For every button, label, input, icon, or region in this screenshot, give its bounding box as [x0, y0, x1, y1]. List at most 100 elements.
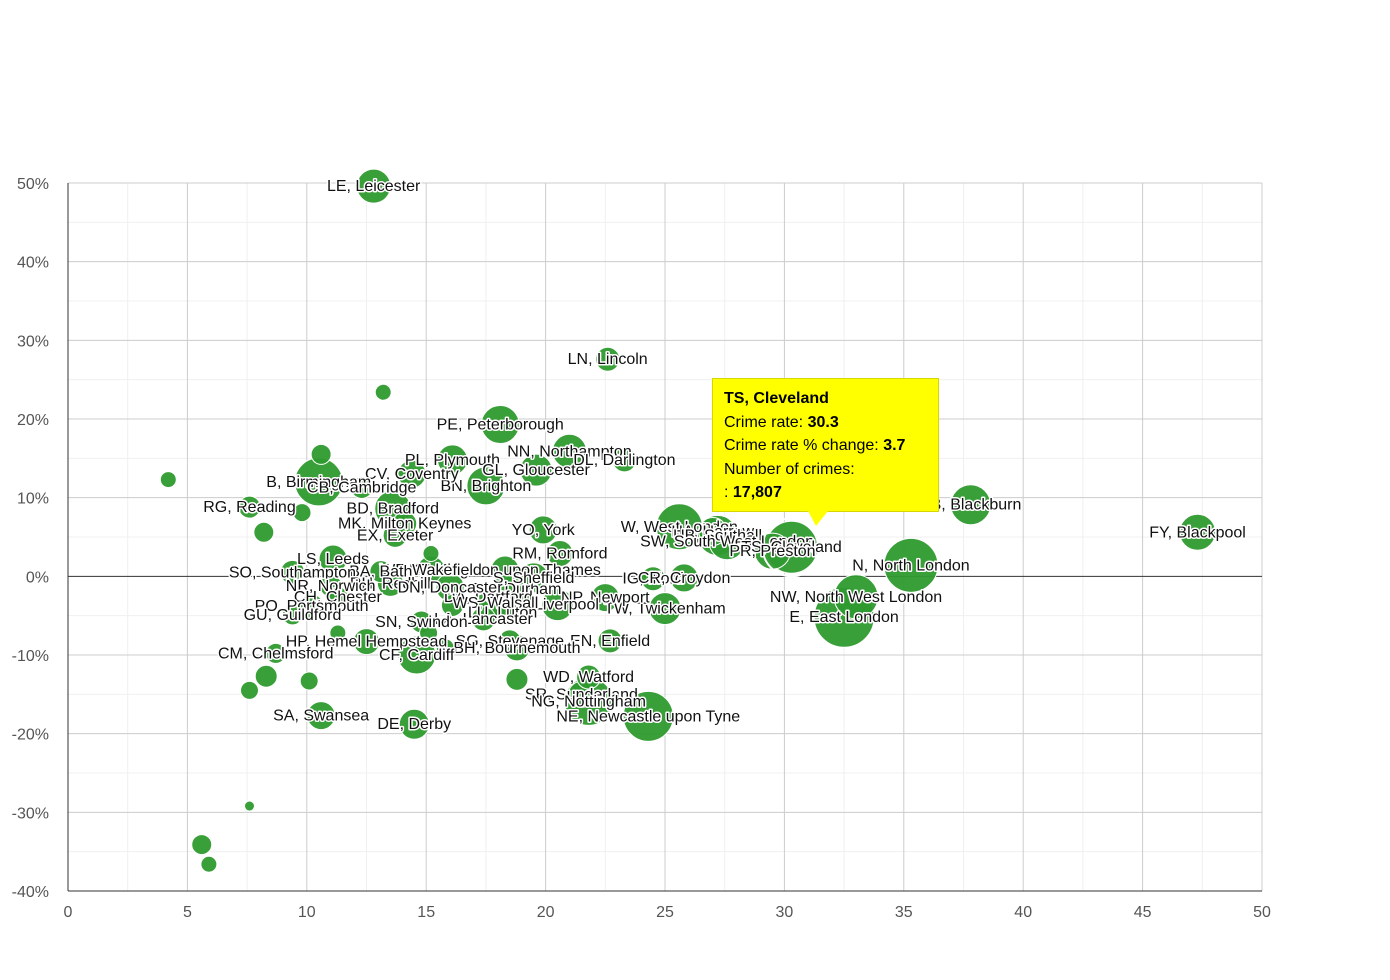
x-tick-label: 25: [656, 904, 674, 921]
bubble: [200, 855, 218, 873]
bubble: [541, 588, 575, 622]
bubble-label: N, North London: [852, 557, 969, 574]
bubble: [435, 638, 455, 658]
bubble: [398, 708, 430, 740]
bubble-label: LA, Lancaster: [434, 611, 533, 628]
bubble-label: PL, Plymouth: [405, 452, 500, 469]
bubble: [611, 447, 637, 473]
bubble-label: RH, Redhill: [350, 575, 431, 592]
bubble-label: TS, Cleveland: [741, 539, 842, 556]
bubble-label: LN, Lincoln: [568, 351, 648, 368]
bubble-label: CH, Chester: [294, 589, 383, 606]
bubble: [576, 664, 602, 690]
bubble-label: CV, Coventry: [365, 466, 459, 483]
axes: 0 5 10 15 20 25 30 35 40 45 50 50% 40% 30% 20% 10% 0% -10…: [12, 176, 1271, 921]
bubble-label: NW, North West London: [770, 589, 942, 606]
x-tick-label: 0: [64, 904, 73, 921]
bubble: [440, 593, 464, 617]
tooltip-rate-label: Crime rate:: [724, 413, 804, 431]
bubble: [480, 405, 520, 445]
x-tick-label: 20: [537, 904, 555, 921]
tooltip-title: TS, Cleveland: [724, 390, 829, 407]
bubble: [490, 555, 520, 585]
bubble-label: FY, Blackpool: [1149, 524, 1246, 541]
bubble: [318, 544, 348, 574]
bubble-label: DL, Darlington: [573, 452, 675, 469]
y-tick-label: 30%: [17, 333, 49, 350]
bubble: [883, 537, 939, 593]
y-tick-label: 20%: [17, 412, 49, 429]
bubble: [299, 671, 319, 691]
bubble: [528, 515, 558, 545]
bubble: [299, 593, 325, 619]
bubble-label: LU, Luton: [468, 605, 537, 622]
bubble: [471, 606, 497, 632]
bubble-label: WS, Walsall: [453, 595, 539, 612]
bubble: [159, 471, 177, 489]
bubble: [243, 800, 255, 812]
bubble-label: S, Sheffield: [493, 570, 575, 587]
bubble: [253, 521, 275, 543]
bubble-label: SR, Sunderland: [525, 686, 638, 703]
bubble: [306, 701, 336, 731]
y-tick-label: -20%: [12, 727, 49, 744]
bubble: [590, 583, 620, 613]
bubble: [498, 629, 522, 653]
x-tick-label: 50: [1253, 904, 1271, 921]
bubble: [640, 566, 666, 592]
tooltip-count-label: Number of crimes:: [724, 460, 855, 478]
bubble: [327, 586, 349, 608]
bubble: [374, 383, 392, 401]
bubble-label: PR, Preston: [729, 543, 815, 560]
tooltip-rate-value: 30.3: [807, 413, 839, 431]
x-tick-label: 40: [1014, 904, 1032, 921]
bubble: [419, 623, 439, 643]
bubble-label: SA, Swansea: [273, 708, 369, 725]
bubble-label: L, Liverpool: [516, 597, 599, 614]
bubble-label: BD, Bradford: [347, 501, 439, 518]
bubble: [382, 522, 408, 548]
bubble-label: WD, Watford: [543, 669, 634, 686]
x-tick-label: 5: [183, 904, 192, 921]
highlighted-bubble-ring: [761, 517, 822, 578]
bubble: [519, 453, 553, 487]
bubble: [239, 680, 259, 700]
bubble-label: BA, Bath: [349, 564, 412, 581]
tooltip-count-value: 17,807: [732, 484, 782, 501]
bubble: [397, 635, 437, 675]
bubble-label: SO, Southampton: [229, 564, 356, 581]
bubble-label: HP, Hemel Hempstead: [286, 634, 448, 651]
bubble: [1179, 513, 1217, 551]
bubble-label: EX, Exeter: [357, 527, 434, 544]
bubble-label: NG, Nottingham: [531, 693, 646, 710]
bubble-label: GL, Gloucester: [482, 462, 590, 479]
y-tick-label: 40%: [17, 255, 49, 272]
bubble-label: BN, Brighton: [441, 478, 532, 495]
bubble-label: UB, Southall: [673, 527, 762, 544]
bubble: [669, 563, 699, 593]
bubble: [546, 540, 574, 568]
bubble: [350, 475, 374, 499]
bubble: [237, 495, 261, 519]
bubble: [329, 624, 347, 642]
bubble-label: HA, Harrow: [671, 523, 754, 540]
bubble: [518, 562, 550, 594]
bubble-label: IG, Ilford: [622, 571, 683, 588]
y-tick-label: 0%: [26, 569, 49, 586]
bubble-label: W, West London: [621, 519, 738, 536]
bubble-label: CR, Croydon: [638, 570, 730, 587]
bubble: [369, 560, 393, 584]
bubble-label: LS, Leeds: [297, 551, 369, 568]
y-tick-label: -30%: [12, 805, 49, 822]
y-tick-label: 50%: [17, 176, 49, 193]
bubble: [281, 604, 303, 626]
bubble-label: CB, Cambridge: [307, 479, 416, 496]
bubble-label: PE, Peterborough: [437, 417, 564, 434]
point-labels: LE, Leicester LN, Lincoln PE, Peterborough…: [202, 177, 1248, 735]
bubble-label: GU, Guildford: [244, 607, 342, 624]
bubbles: [159, 168, 1217, 873]
tooltip-change-label: Crime rate % change:: [724, 437, 879, 454]
bubble-label: SN, Swindon: [375, 614, 468, 631]
bubble-label: RM, Romford: [512, 546, 607, 563]
